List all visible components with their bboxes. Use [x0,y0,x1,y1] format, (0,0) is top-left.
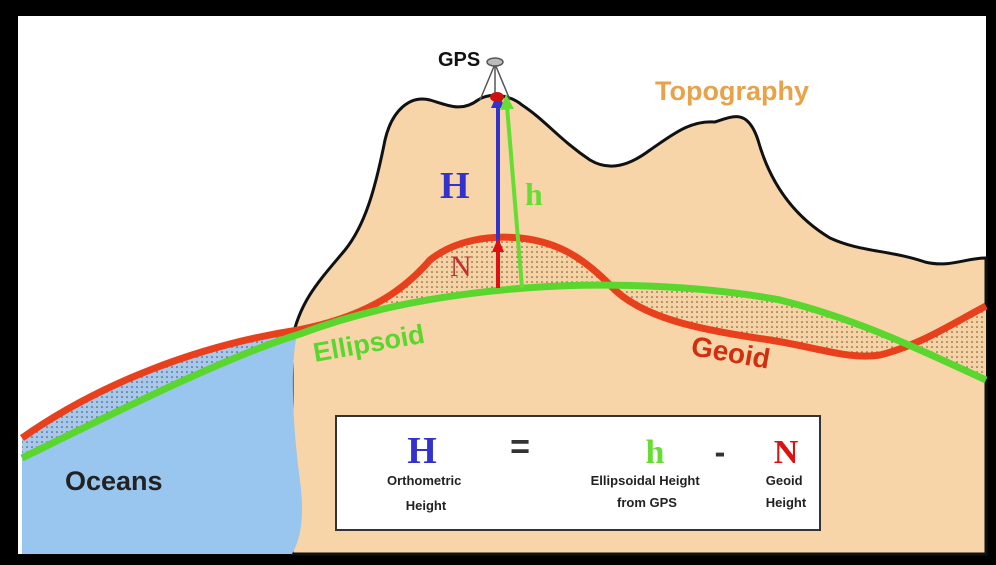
caption-line: Height [766,495,807,510]
caption-line: from GPS [617,495,677,510]
n-label: N [450,250,472,283]
caption-line: Ellipsoidal Height [591,473,701,488]
formula-h-upper: H [407,430,437,472]
formula-minus: - [715,434,726,470]
formula-h-lower: h [646,434,665,471]
topography-label: Topography [655,76,809,106]
oceans-label: Oceans [65,466,163,496]
h-upper-label: H [440,165,470,207]
diagram: GPS Topography H h N Ellipsoid Geoid Oce… [0,0,996,560]
gps-label: GPS [438,49,480,71]
caption-line: Geoid [766,473,803,488]
caption-line: Height [406,498,447,513]
formula-equals: = [510,428,530,466]
caption-line: Orthometric [387,473,461,488]
h-lower-label: h [525,176,543,212]
formula-n: N [774,434,799,471]
